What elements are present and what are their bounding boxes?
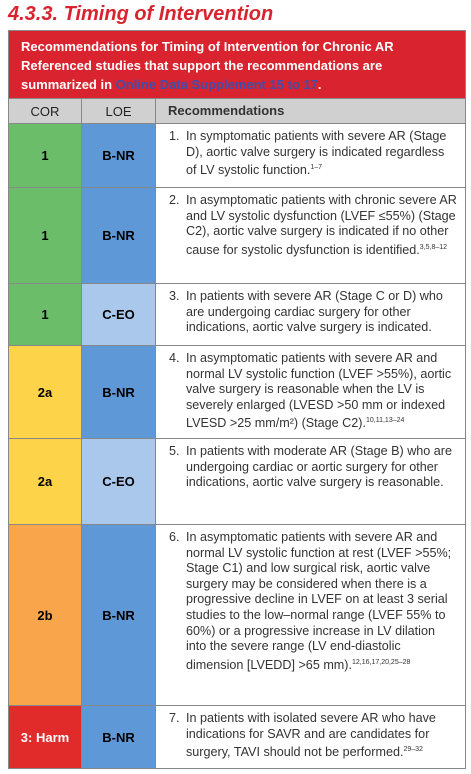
item-number: 4.	[169, 351, 180, 365]
recommendation-table: Recommendations for Timing of Interventi…	[8, 30, 466, 769]
header-text: .	[317, 77, 322, 92]
recommendation-cell: 5. In patients with moderate AR (Stage B)…	[156, 439, 465, 524]
loe-cell: B-NR	[82, 706, 156, 768]
table-row: 1 B-NR 2. In asymptomatic patients with chr…	[9, 187, 465, 283]
loe-cell: B-NR	[82, 124, 156, 187]
loe-cell: B-NR	[82, 525, 156, 705]
item-number: 6.	[169, 530, 180, 544]
loe-cell: C-EO	[82, 439, 156, 524]
recommendation-text: In asymptomatic patients with severe AR …	[186, 530, 452, 672]
recommendation-cell: 3. In patients with severe AR (Stage C or…	[156, 284, 465, 345]
item-number: 5.	[169, 444, 180, 458]
column-header: COR	[9, 99, 82, 123]
loe-cell: B-NR	[82, 346, 156, 438]
reference: 1–7	[310, 164, 323, 172]
cor-cell: 1	[9, 188, 82, 283]
recommendation-text: In patients with moderate AR (Stage B) w…	[186, 444, 453, 490]
table-header: Recommendations for Timing of Interventi…	[9, 31, 465, 98]
recommendation-cell: 1. In symptomatic patients with severe AR…	[156, 124, 465, 187]
reference: 12,16,17,20,25–28	[352, 658, 411, 666]
recommendation-cell: 7. In patients with isolated severe AR wh…	[156, 706, 465, 768]
reference: 29–32	[403, 746, 423, 754]
item-number: 3.	[169, 289, 180, 303]
column-headers: COR LOE Recommendations	[9, 98, 465, 123]
supplement-link[interactable]: Online Data Supplement 15 to 17	[115, 77, 318, 92]
cor-cell: 1	[9, 284, 82, 345]
loe-cell: B-NR	[82, 188, 156, 283]
cor-cell: 2a	[9, 439, 82, 524]
recommendation-text: In symptomatic patients with severe AR (…	[186, 129, 447, 178]
table-row: 3: Harm B-NR 7. In patients with isolated s…	[9, 705, 465, 768]
table-body: 1 B-NR 1. In symptomatic patients with seve…	[9, 123, 465, 768]
header-line: Recommendations for Timing of Interventi…	[21, 39, 394, 54]
table-row: 1 B-NR 1. In symptomatic patients with seve…	[9, 123, 465, 187]
recommendation-text: In patients with isolated severe AR who …	[186, 711, 436, 760]
table-row: 2a C-EO 5. In patients with moderate AR (St…	[9, 438, 465, 524]
item-number: 2.	[169, 193, 180, 207]
cor-cell: 1	[9, 124, 82, 187]
recommendation-text: In asymptomatic patients with severe AR …	[186, 351, 452, 431]
item-number: 7.	[169, 711, 180, 725]
recommendation-cell: 4. In asymptomatic patients with severe A…	[156, 346, 465, 438]
column-header: Recommendations	[168, 103, 285, 118]
recommendation-text: In patients with severe AR (Stage C or D…	[186, 289, 443, 335]
section-title: 4.3.3. Timing of Intervention	[8, 3, 274, 25]
cor-cell: 2b	[9, 525, 82, 705]
table-row: 1 C-EO 3. In patients with severe AR (Stage…	[9, 283, 465, 345]
header-line: Referenced studies that support the reco…	[21, 56, 453, 94]
header-text: Referenced studies that support the reco…	[21, 58, 383, 92]
reference: 10,11,13–24	[365, 417, 405, 425]
cor-cell: 2a	[9, 346, 82, 438]
table-row: 2a B-NR 4. In asymptomatic patients with se…	[9, 345, 465, 438]
recommendation-cell: 2. In asymptomatic patients with chronic …	[156, 188, 465, 283]
table-row: 2b B-NR 6. In asymptomatic patients with se…	[9, 524, 465, 705]
cor-cell: 3: Harm	[9, 706, 82, 768]
recommendation-cell: 6. In asymptomatic patients with severe A…	[156, 525, 465, 705]
reference: 3,5,8–12	[419, 243, 448, 251]
item-number: 1.	[169, 129, 180, 143]
column-header: LOE	[82, 99, 156, 123]
loe-cell: C-EO	[82, 284, 156, 345]
recommendation-text: In asymptomatic patients with chronic se…	[186, 193, 457, 257]
